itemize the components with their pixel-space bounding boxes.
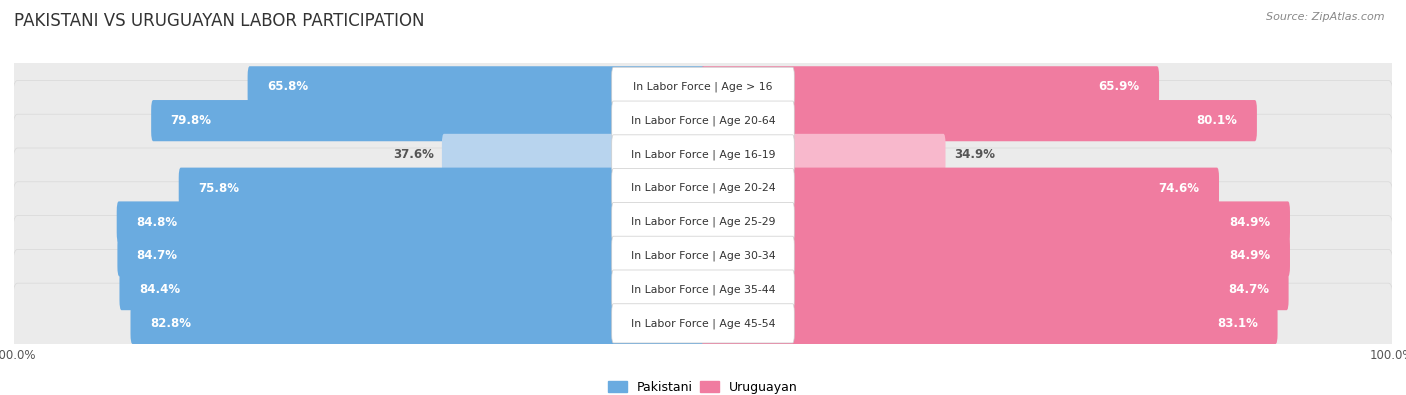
Text: 84.8%: 84.8% (136, 216, 177, 229)
FancyBboxPatch shape (179, 167, 704, 209)
Text: 84.9%: 84.9% (1230, 249, 1271, 262)
Text: 84.7%: 84.7% (1229, 283, 1270, 296)
FancyBboxPatch shape (131, 303, 704, 344)
Text: In Labor Force | Age > 16: In Labor Force | Age > 16 (633, 82, 773, 92)
FancyBboxPatch shape (702, 66, 1159, 107)
FancyBboxPatch shape (13, 283, 1393, 363)
FancyBboxPatch shape (612, 101, 794, 140)
Text: PAKISTANI VS URUGUAYAN LABOR PARTICIPATION: PAKISTANI VS URUGUAYAN LABOR PARTICIPATI… (14, 12, 425, 30)
FancyBboxPatch shape (247, 66, 704, 107)
FancyBboxPatch shape (117, 235, 704, 276)
FancyBboxPatch shape (702, 167, 1219, 209)
Text: 83.1%: 83.1% (1218, 317, 1258, 330)
Text: In Labor Force | Age 16-19: In Labor Force | Age 16-19 (631, 149, 775, 160)
Text: 84.4%: 84.4% (139, 283, 180, 296)
Text: In Labor Force | Age 45-54: In Labor Force | Age 45-54 (631, 318, 775, 329)
Text: 34.9%: 34.9% (953, 148, 995, 161)
FancyBboxPatch shape (612, 202, 794, 242)
FancyBboxPatch shape (612, 236, 794, 275)
Text: In Labor Force | Age 20-64: In Labor Force | Age 20-64 (631, 115, 775, 126)
Text: 82.8%: 82.8% (150, 317, 191, 330)
FancyBboxPatch shape (702, 100, 1257, 141)
FancyBboxPatch shape (702, 235, 1289, 276)
FancyBboxPatch shape (612, 304, 794, 343)
FancyBboxPatch shape (152, 100, 704, 141)
FancyBboxPatch shape (612, 270, 794, 309)
FancyBboxPatch shape (13, 182, 1393, 262)
Text: In Labor Force | Age 35-44: In Labor Force | Age 35-44 (631, 284, 775, 295)
FancyBboxPatch shape (13, 81, 1393, 161)
Text: 65.8%: 65.8% (267, 80, 308, 93)
Text: Source: ZipAtlas.com: Source: ZipAtlas.com (1267, 12, 1385, 22)
Text: In Labor Force | Age 30-34: In Labor Force | Age 30-34 (631, 250, 775, 261)
Text: 80.1%: 80.1% (1197, 114, 1237, 127)
Text: 74.6%: 74.6% (1159, 182, 1199, 195)
Text: In Labor Force | Age 25-29: In Labor Force | Age 25-29 (631, 217, 775, 227)
Text: 84.9%: 84.9% (1230, 216, 1271, 229)
Text: In Labor Force | Age 20-24: In Labor Force | Age 20-24 (631, 183, 775, 194)
FancyBboxPatch shape (702, 303, 1278, 344)
FancyBboxPatch shape (13, 114, 1393, 195)
FancyBboxPatch shape (13, 148, 1393, 228)
FancyBboxPatch shape (117, 201, 704, 243)
Legend: Pakistani, Uruguayan: Pakistani, Uruguayan (603, 376, 803, 395)
FancyBboxPatch shape (441, 134, 704, 175)
FancyBboxPatch shape (13, 216, 1393, 296)
FancyBboxPatch shape (702, 134, 945, 175)
FancyBboxPatch shape (702, 201, 1289, 243)
FancyBboxPatch shape (612, 135, 794, 174)
Text: 79.8%: 79.8% (170, 114, 211, 127)
FancyBboxPatch shape (612, 169, 794, 208)
FancyBboxPatch shape (612, 67, 794, 106)
FancyBboxPatch shape (13, 47, 1393, 127)
Text: 65.9%: 65.9% (1098, 80, 1140, 93)
FancyBboxPatch shape (702, 269, 1289, 310)
Text: 37.6%: 37.6% (392, 148, 433, 161)
FancyBboxPatch shape (13, 249, 1393, 330)
Text: 84.7%: 84.7% (136, 249, 177, 262)
FancyBboxPatch shape (120, 269, 704, 310)
Text: 75.8%: 75.8% (198, 182, 239, 195)
